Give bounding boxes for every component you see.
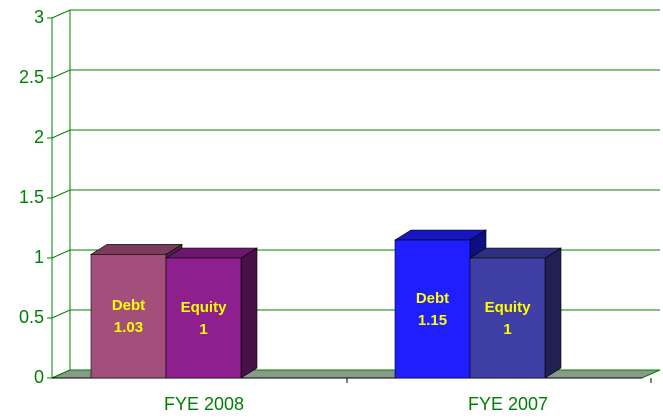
bar-top: [468, 247, 563, 259]
data-label: 1: [199, 321, 207, 338]
bar-side: [240, 247, 258, 379]
y-tick-label: 1: [34, 247, 44, 267]
y-tick-label: 3: [34, 7, 44, 27]
bar: [394, 239, 471, 379]
y-tick-label: 0: [34, 367, 44, 387]
bar-top: [89, 244, 184, 255]
grid-line: [51, 9, 660, 19]
data-label: 1.03: [114, 319, 143, 336]
bar-series-label: Debt: [112, 297, 145, 314]
data-label: 1: [503, 321, 511, 338]
y-tick-label: 1.5: [19, 187, 44, 207]
bar-top: [393, 229, 488, 241]
data-label: 1.15: [418, 312, 447, 329]
bar: [165, 257, 242, 379]
x-tick-label: FYE 2008: [164, 394, 244, 414]
y-tick-label: 2.5: [19, 67, 44, 87]
bar-series-label: Equity: [181, 299, 227, 316]
y-tick-label: 2: [34, 127, 44, 147]
bar: [469, 257, 546, 379]
grid-line: [51, 129, 660, 139]
bar-series-label: Equity: [485, 299, 531, 316]
bar-top: [164, 247, 259, 259]
grid-line: [51, 69, 660, 79]
bar-side: [544, 247, 562, 379]
bar-series-label: Debt: [416, 290, 449, 307]
grid-line: [51, 189, 660, 199]
x-tick-label: FYE 2007: [468, 394, 548, 414]
y-tick-label: 0.5: [19, 307, 44, 327]
bar: [90, 254, 167, 379]
